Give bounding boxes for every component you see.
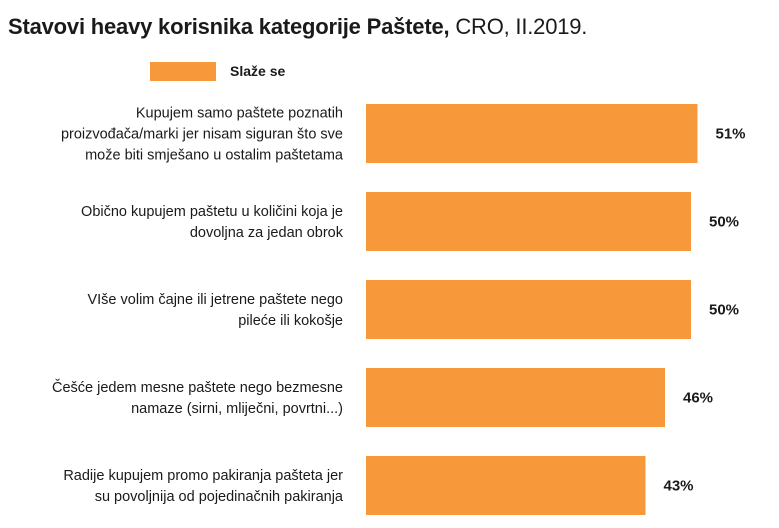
legend: Slaže se	[150, 61, 285, 81]
value-label-2: 50%	[709, 214, 739, 231]
chart-title-light: CRO, II.2019.	[449, 14, 588, 39]
bar-5	[366, 456, 646, 515]
category-label-3-line-1: VIše volim čajne ili jetrene paštete neg…	[87, 292, 343, 308]
bar-1	[366, 104, 698, 163]
category-label-2-line-1: Obično kupujem paštetu u količini koja j…	[81, 204, 343, 220]
category-label-5-line-2: su povoljnija od pojedinačnih pakiranja	[95, 489, 344, 505]
value-label-3: 50%	[709, 302, 739, 319]
value-label-1: 51%	[716, 126, 746, 143]
chart-title: Stavovi heavy korisnika kategorije Pašte…	[8, 14, 587, 40]
category-label-4-line-1: Češće jedem mesne paštete nego bezmesne	[52, 379, 343, 396]
bar-4	[366, 368, 665, 427]
category-label-5-line-1: Radije kupujem promo pakiranja pašteta j…	[63, 468, 343, 484]
category-label-3-line-2: pileće ili kokošje	[238, 313, 343, 329]
bar-3	[366, 280, 691, 339]
category-label-1-line-1: Kupujem samo paštete poznatih	[136, 106, 343, 122]
legend-swatch	[150, 61, 216, 81]
bar-2	[366, 192, 691, 251]
category-label-1-line-3: može biti smješano u ostalim paštetama	[85, 148, 344, 164]
value-label-5: 43%	[664, 478, 694, 495]
value-label-4: 46%	[683, 390, 713, 407]
category-label-2-line-2: dovoljna za jedan obrok	[190, 225, 344, 241]
category-label-4-line-2: namaze (sirni, mliječni, povrtni...)	[131, 401, 343, 417]
chart-title-bold: Stavovi heavy korisnika kategorije Pašte…	[8, 14, 450, 39]
category-label-1-line-2: proizvođača/marki jer nisam siguran što …	[61, 127, 343, 143]
legend-label: Slaže se	[230, 63, 286, 79]
